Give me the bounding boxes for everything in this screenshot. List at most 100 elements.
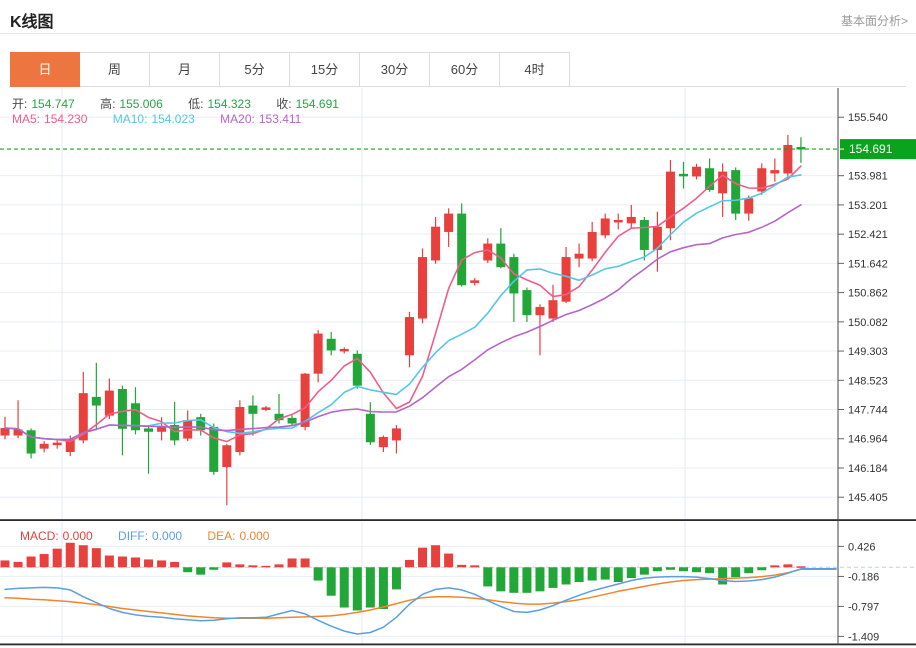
candle-body (600, 218, 610, 236)
macd-histogram-bar (183, 567, 193, 573)
candle-body (144, 428, 154, 432)
ma10-value: 154.023 (151, 112, 195, 126)
tabstrip-filler (570, 52, 906, 86)
macd-histogram-bar (744, 567, 754, 574)
macd-histogram-bar (300, 558, 310, 568)
macd-histogram-bar (431, 545, 441, 568)
candle-body (404, 317, 414, 356)
tab-30分[interactable]: 30分 (360, 52, 430, 87)
macd-histogram-bar (157, 560, 167, 568)
tab-周[interactable]: 周 (80, 52, 150, 87)
tab-日[interactable]: 日 (10, 52, 80, 87)
low-value: 154.323 (207, 97, 251, 111)
macd-histogram-bar (130, 557, 140, 568)
page-title: K线图 (10, 14, 54, 31)
candle-body (287, 417, 297, 424)
macd-histogram-bar (600, 567, 610, 580)
candle-body (431, 226, 441, 261)
dea-value: 0.000 (239, 529, 270, 543)
candle-body (770, 170, 780, 174)
ma5-line (4, 165, 802, 443)
tab-5分[interactable]: 5分 (220, 52, 290, 87)
kline-chart-canvas[interactable]: 155.540 153.981 153.201 152.421 151.642 150.8… (0, 88, 916, 648)
tab-15分[interactable]: 15分 (290, 52, 360, 87)
price-pane-bottom-border (0, 519, 916, 521)
candle-body (13, 429, 23, 436)
macd-label: MACD: (20, 529, 59, 543)
macd-histogram-bar (0, 560, 10, 568)
high-label: 高: (100, 97, 116, 111)
candle-body (209, 426, 219, 472)
candle-body (196, 417, 206, 431)
macd-histogram-bar (313, 567, 323, 581)
candle-body (52, 442, 62, 446)
macd-histogram-bar (26, 556, 36, 568)
candle-body (731, 170, 741, 214)
macd-histogram-bar (639, 567, 649, 575)
macd-axis-label: 0.426 (848, 541, 876, 553)
header-divider (0, 33, 916, 34)
close-label: 收: (276, 97, 292, 111)
macd-histogram-bar (692, 567, 702, 573)
price-axis-label: 155.540 (848, 112, 888, 124)
macd-histogram-bar (535, 567, 545, 592)
chart-area: 155.540 153.981 153.201 152.421 151.642 150.8… (0, 88, 916, 648)
candle-body (665, 171, 675, 229)
candle-body (0, 428, 10, 436)
price-axis-label: 146.184 (848, 463, 888, 475)
candle-body (457, 213, 467, 286)
macd-histogram-bar (352, 567, 362, 611)
macd-histogram-bar (235, 564, 245, 568)
tab-4时[interactable]: 4时 (500, 52, 570, 87)
tab-60分[interactable]: 60分 (430, 52, 500, 87)
candle-body (639, 219, 649, 250)
macd-histogram-bar (496, 567, 506, 592)
candle-body (313, 333, 323, 374)
candle-body (548, 300, 558, 319)
candle-body (535, 306, 545, 316)
diff-label: DIFF: (118, 529, 149, 543)
tab-月[interactable]: 月 (150, 52, 220, 87)
candle-body (170, 425, 180, 441)
macd-histogram-bar (52, 548, 62, 568)
macd-axis-label: -0.797 (848, 601, 879, 613)
ma-legend: MA5: 154.230 MA10: 154.023 MA20: 153.411 (12, 112, 305, 126)
candle-body (117, 389, 127, 429)
fundamental-analysis-link[interactable]: 基本面分析> (840, 14, 908, 28)
candle-body (157, 426, 167, 432)
macd-histogram-bar (444, 553, 454, 568)
ma10-label: MA10: (112, 112, 148, 126)
candle-body (78, 393, 88, 441)
open-value: 154.747 (31, 97, 75, 111)
macd-histogram-bar (574, 567, 584, 583)
ma5-value: 154.230 (44, 112, 88, 126)
candle-body (222, 445, 232, 468)
price-axis-label: 145.405 (848, 492, 888, 504)
candle-body (626, 216, 636, 224)
price-axis-label: 150.862 (848, 288, 888, 300)
candle-body (574, 253, 584, 259)
macd-histogram-bar (757, 567, 767, 571)
candle-body (104, 390, 114, 416)
candle-body (91, 396, 101, 406)
current-price-label: 154.691 (849, 142, 893, 156)
macd-histogram-bar (796, 566, 806, 568)
macd-histogram-bar (378, 567, 388, 610)
macd-histogram-bar (483, 567, 493, 587)
price-axis-label: 151.642 (848, 258, 888, 270)
price-axis-label: 153.201 (848, 200, 888, 212)
macd-histogram-bar (39, 554, 49, 568)
macd-histogram-bar (222, 562, 232, 568)
macd-histogram-bar (470, 565, 480, 568)
macd-histogram-bar (522, 567, 532, 593)
ohlc-legend: 开: 154.747 高: 155.006 低: 154.323 收: 154.691 (12, 95, 343, 112)
candle-body (65, 438, 75, 453)
candle-body (378, 437, 388, 448)
low-label: 低: (188, 97, 204, 111)
candle-body (744, 198, 754, 214)
high-value: 155.006 (119, 97, 163, 111)
candle-body (339, 348, 349, 352)
macd-legend: MACD: 0.000 DIFF: 0.000 DEA: 0.000 (20, 529, 273, 543)
macd-histogram-bar (104, 555, 114, 568)
candle-body (39, 443, 49, 449)
